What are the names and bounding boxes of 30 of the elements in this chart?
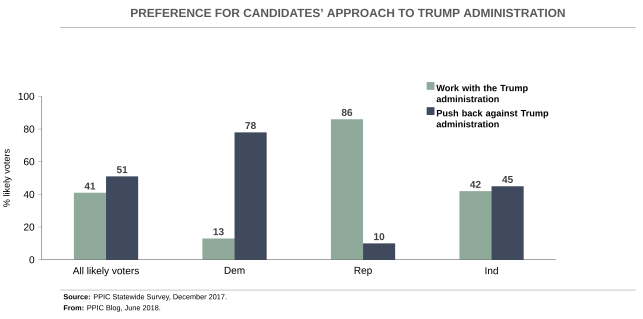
x-tick-label: All likely voters — [72, 266, 139, 276]
x-tick-label: Rep — [354, 266, 372, 276]
y-tick-label: 80 — [24, 125, 34, 132]
bar — [202, 238, 235, 260]
bar — [363, 243, 396, 260]
y-tick-label: 0 — [29, 256, 34, 264]
data-label: 45 — [502, 176, 513, 183]
legend-label: Push back against Trump administration — [436, 109, 548, 128]
data-label: 86 — [342, 108, 352, 116]
bar — [74, 192, 106, 260]
data-label: 41 — [84, 182, 96, 190]
data-label: 13 — [214, 228, 224, 236]
bar — [106, 176, 138, 260]
x-tick-label: Dem — [224, 266, 244, 274]
data-label: 42 — [470, 180, 481, 188]
x-tick-label: Ind — [485, 266, 498, 274]
bar — [330, 119, 364, 260]
data-label: 78 — [245, 122, 256, 129]
y-tick-label: 40 — [24, 190, 34, 198]
y-tick-label: 20 — [24, 223, 34, 230]
y-tick-label: 100 — [18, 92, 34, 100]
bar — [234, 132, 267, 260]
data-label: 51 — [116, 166, 128, 173]
y-tick-label: 60 — [24, 158, 34, 166]
chart-title: PREFERENCE FOR CANDIDATES’ APPROACH TO TRUMP ADMINISTRATION — [131, 8, 565, 17]
bar — [459, 190, 492, 260]
y-axis-title: % likely voters — [3, 148, 12, 207]
bar — [492, 186, 524, 260]
legend-label: Work with the Trump administration — [436, 84, 528, 102]
data-label: 10 — [374, 232, 384, 240]
